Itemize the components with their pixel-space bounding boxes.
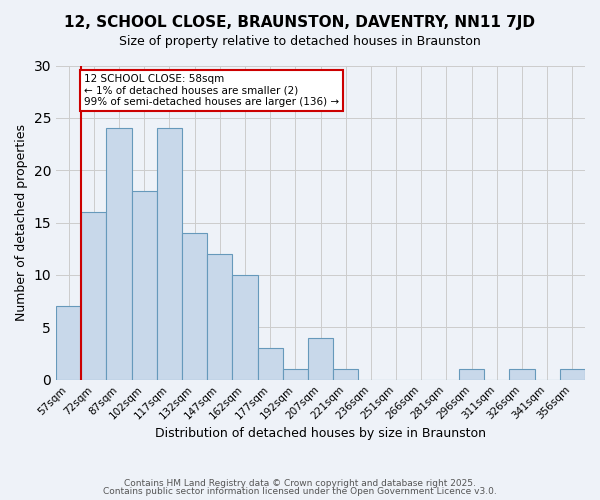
Text: Contains HM Land Registry data © Crown copyright and database right 2025.: Contains HM Land Registry data © Crown c… [124,478,476,488]
Bar [182,233,207,380]
Bar [81,212,106,380]
Text: 12, SCHOOL CLOSE, BRAUNSTON, DAVENTRY, NN11 7JD: 12, SCHOOL CLOSE, BRAUNSTON, DAVENTRY, N… [65,15,536,30]
Text: Contains public sector information licensed under the Open Government Licence v3: Contains public sector information licen… [103,487,497,496]
Bar [283,370,308,380]
Bar [308,338,333,380]
Bar [106,128,131,380]
Bar [207,254,232,380]
X-axis label: Distribution of detached houses by size in Braunston: Distribution of detached houses by size … [155,427,486,440]
Bar [459,370,484,380]
Text: 12 SCHOOL CLOSE: 58sqm
← 1% of detached houses are smaller (2)
99% of semi-detac: 12 SCHOOL CLOSE: 58sqm ← 1% of detached … [84,74,339,107]
Bar [157,128,182,380]
Bar [560,370,585,380]
Bar [333,370,358,380]
Y-axis label: Number of detached properties: Number of detached properties [15,124,28,321]
Bar [257,348,283,380]
Bar [56,306,81,380]
Text: Size of property relative to detached houses in Braunston: Size of property relative to detached ho… [119,35,481,48]
Bar [509,370,535,380]
Bar [131,191,157,380]
Bar [232,275,257,380]
